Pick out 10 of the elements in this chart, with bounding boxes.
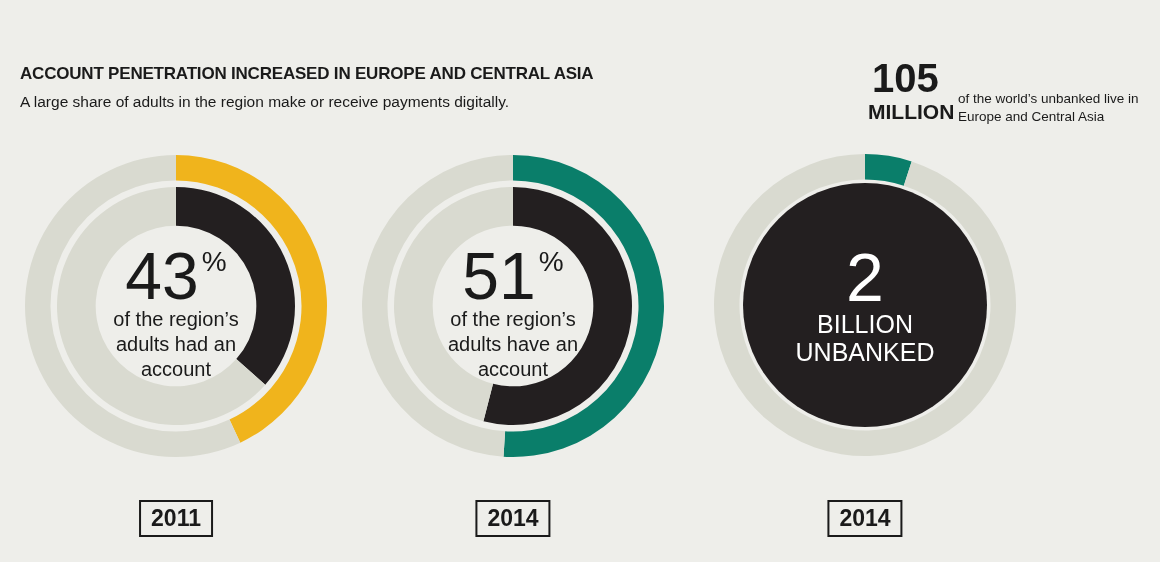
chart-subtitle: A large share of adults in the region make or receive payments digitally.	[20, 93, 510, 111]
text: of the world’s unbanked live in Europe and Central Asia	[958, 90, 1140, 126]
text: of the region’s adults have an account	[447, 306, 579, 382]
text: of the region’s adults had an account	[112, 306, 240, 382]
chart-title: ACCOUNT PENETRATION INCREASED IN EUROPE AND CENTRAL ASIA	[20, 64, 594, 84]
text: 2014	[827, 500, 903, 537]
text: MILLION	[868, 100, 955, 124]
text: 105	[872, 56, 939, 101]
text: 2014	[475, 500, 551, 537]
text: 2011	[139, 500, 213, 537]
